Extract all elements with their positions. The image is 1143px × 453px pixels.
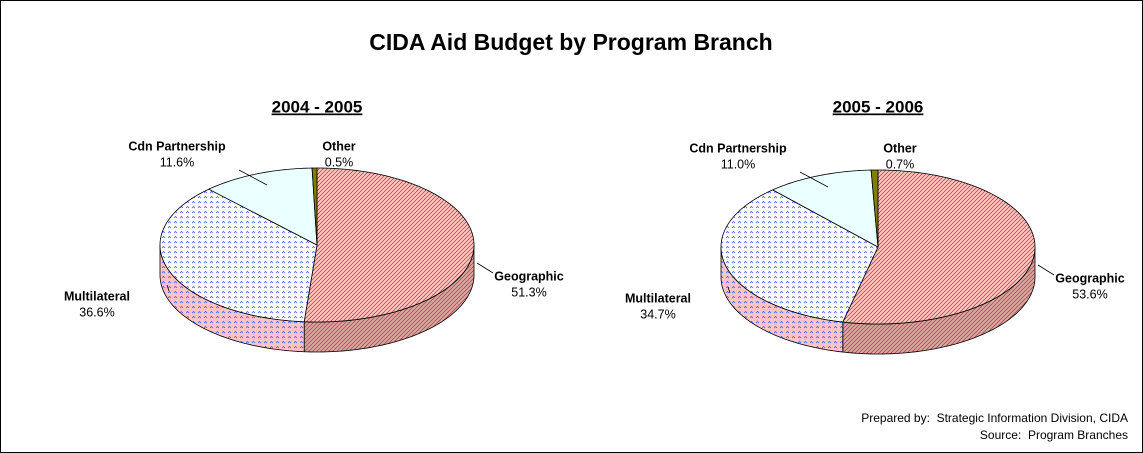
value-label: 34.7% (640, 307, 675, 321)
value-label: 0.7% (886, 157, 915, 171)
leader-line (166, 284, 170, 292)
slice-label: Cdn Partnership (689, 141, 787, 155)
leader-line (799, 171, 829, 188)
pie-title: 2004 - 2005 (272, 97, 363, 116)
value-label: 11.6% (160, 155, 195, 169)
leader-line (1037, 264, 1055, 276)
slice-label: Multilateral (625, 291, 691, 305)
value-label: 36.6% (79, 305, 114, 319)
note: Prepared by: Strategic Information Divis… (861, 411, 1128, 425)
value-label: 0.5% (325, 155, 354, 169)
leader-line (476, 262, 494, 274)
pie-title: 2005 - 2006 (833, 97, 924, 116)
leader-line (727, 286, 731, 294)
value-label: 53.6% (1072, 287, 1107, 301)
slice-label: Geographic (494, 269, 564, 283)
slice (311, 167, 318, 246)
slice (720, 189, 879, 323)
slice-label: Multilateral (64, 289, 130, 303)
chart-title: CIDA Aid Budget by Program Branch (369, 29, 772, 55)
slice (303, 167, 475, 323)
slice (159, 188, 318, 323)
slice-label: Cdn Partnership (128, 139, 226, 153)
value-label: 11.0% (721, 157, 756, 171)
note: Source: Program Branches (980, 428, 1128, 442)
slice (771, 169, 879, 248)
leader-line (238, 169, 268, 186)
slice-label: Other (883, 141, 916, 155)
slice (842, 169, 1036, 325)
value-label: 51.3% (511, 285, 546, 299)
slice-label: Geographic (1055, 271, 1125, 285)
slice (207, 167, 318, 246)
slice-label: Other (322, 139, 355, 153)
